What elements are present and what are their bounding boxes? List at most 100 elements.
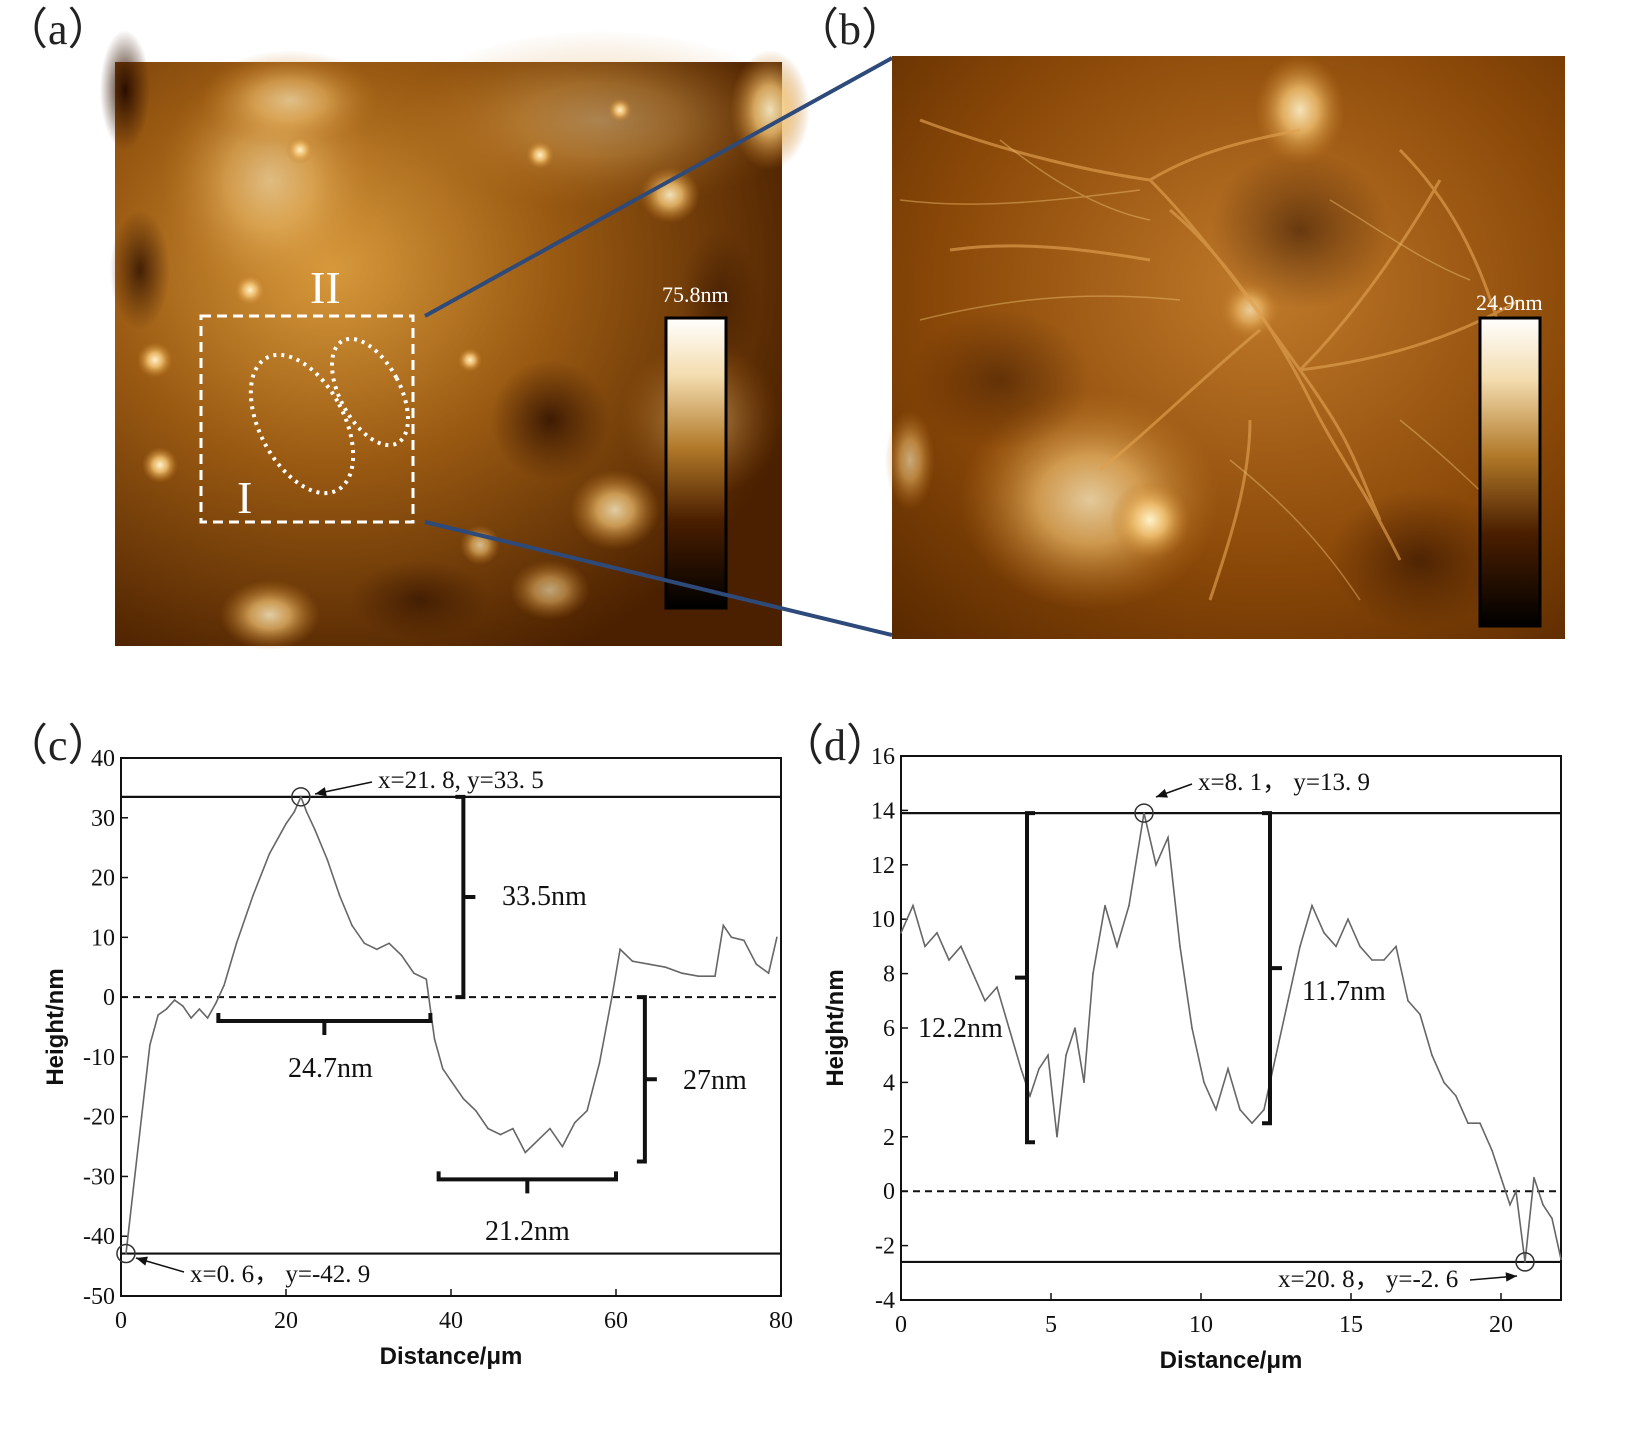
c-peak-marker-label: x=21. 8, y=33. 5 [378,767,544,794]
data-point [743,939,745,942]
data-point [611,996,613,998]
data-point [1500,1176,1502,1179]
left-height-bracket [1015,811,1035,1145]
min-arrow-head [136,1256,148,1266]
data-point [425,978,428,980]
data-point [1419,1013,1421,1016]
data-point [1065,1054,1067,1056]
data-point [1047,1054,1049,1056]
data-point [730,936,733,939]
y-tick-label: -10 [83,1045,115,1071]
data-point [996,986,998,988]
data-point [1551,1217,1553,1220]
y-tick-label: 10 [91,925,115,951]
data-point [1104,904,1106,907]
colorbar-b-max: 24.9nm [1476,290,1543,315]
y-tick-label: 20 [91,866,115,892]
data-point [433,1038,436,1040]
data-point [182,1005,184,1007]
c-min-marker-label: x=0. 6， y=-42. 9 [190,1261,370,1288]
c-peak-width-label: 24.7nm [288,1053,373,1084]
peak-arrow-head [1156,788,1168,798]
data-point [1074,1027,1076,1029]
data-point [1008,1027,1010,1029]
height-profile-line [900,812,1562,1263]
data-point [1299,945,1301,948]
c-peak-height-label: 33.5nm [502,881,587,912]
data-point [1560,1258,1562,1260]
x-tick-label: 20 [1489,1312,1513,1338]
panel-a-label: （a） [4,5,112,54]
data-point [190,1017,192,1019]
min-arrow-head [1505,1272,1517,1282]
data-point [1029,1095,1031,1097]
valley-width-bracket [436,1171,618,1194]
y-tick-label: -40 [83,1224,115,1250]
region-II-outline [330,336,410,448]
data-point [714,975,716,977]
data-point [1179,945,1181,948]
data-point [512,1127,514,1130]
data-point [157,1014,159,1016]
data-point [1215,1108,1217,1111]
zoom-line-top [424,56,893,318]
data-point [1383,959,1385,961]
data-point [1155,864,1157,866]
data-point [1251,1122,1253,1124]
data-point [598,1062,601,1064]
colorbar-a [664,316,728,610]
panel-d-label: （d） [780,721,890,770]
data-point [948,959,950,961]
data-point [1524,1261,1526,1263]
extremum-marker [116,1243,136,1264]
data-point [165,1008,168,1010]
y-tick-label: 0 [103,985,115,1011]
peak-arrow-head [315,787,327,797]
data-point [536,1139,539,1142]
data-point [1143,812,1145,814]
data-point [305,811,308,813]
data-point [300,796,302,798]
data-point [206,1017,209,1019]
y-tick-label: 14 [871,798,895,824]
y-tick-label: 2 [883,1125,895,1151]
data-point [1479,1122,1481,1124]
c-valley-width-label: 21.2nm [485,1216,570,1247]
data-point [293,811,296,813]
data-point [1347,918,1349,920]
data-point [400,954,403,957]
d-min-marker-label: x=20. 8， y=-2. 6 [1278,1266,1458,1293]
afm-image-b [885,55,1565,639]
data-point [413,972,415,974]
data-point [549,1127,551,1130]
selection-box [199,314,415,524]
y-tick-label: -2 [875,1234,895,1260]
x-tick-label: 80 [769,1308,793,1334]
data-point [1128,904,1130,907]
d-left-height-label: 12.2nm [918,1013,1003,1044]
region-I-outline [248,352,356,496]
data-point [924,945,926,948]
data-point [1542,1204,1544,1206]
data-point [1443,1081,1445,1084]
data-point [215,1002,217,1004]
data-point [1359,945,1361,948]
x-tick-label: 60 [604,1308,628,1334]
data-point [1371,959,1373,961]
y-tick-label: 6 [883,1016,895,1042]
data-point [767,972,770,974]
x-axis-label: Distance/μm [380,1343,523,1370]
data-point [268,852,271,855]
data-point [1092,972,1094,975]
x-tick-label: 15 [1339,1312,1363,1338]
data-point [149,1044,151,1046]
region-I-label: I [237,472,252,523]
data-point [755,963,758,966]
data-point [235,942,238,945]
colorbar-b [1478,316,1542,628]
data-point [561,1145,564,1148]
x-tick-label: 5 [1045,1312,1057,1338]
y-tick-label: 30 [91,806,115,832]
chart-c: 0 20 40 60 80 -50 -40 -30 -20 -10 0 10 20 30 40 Distanc… [42,746,793,1370]
